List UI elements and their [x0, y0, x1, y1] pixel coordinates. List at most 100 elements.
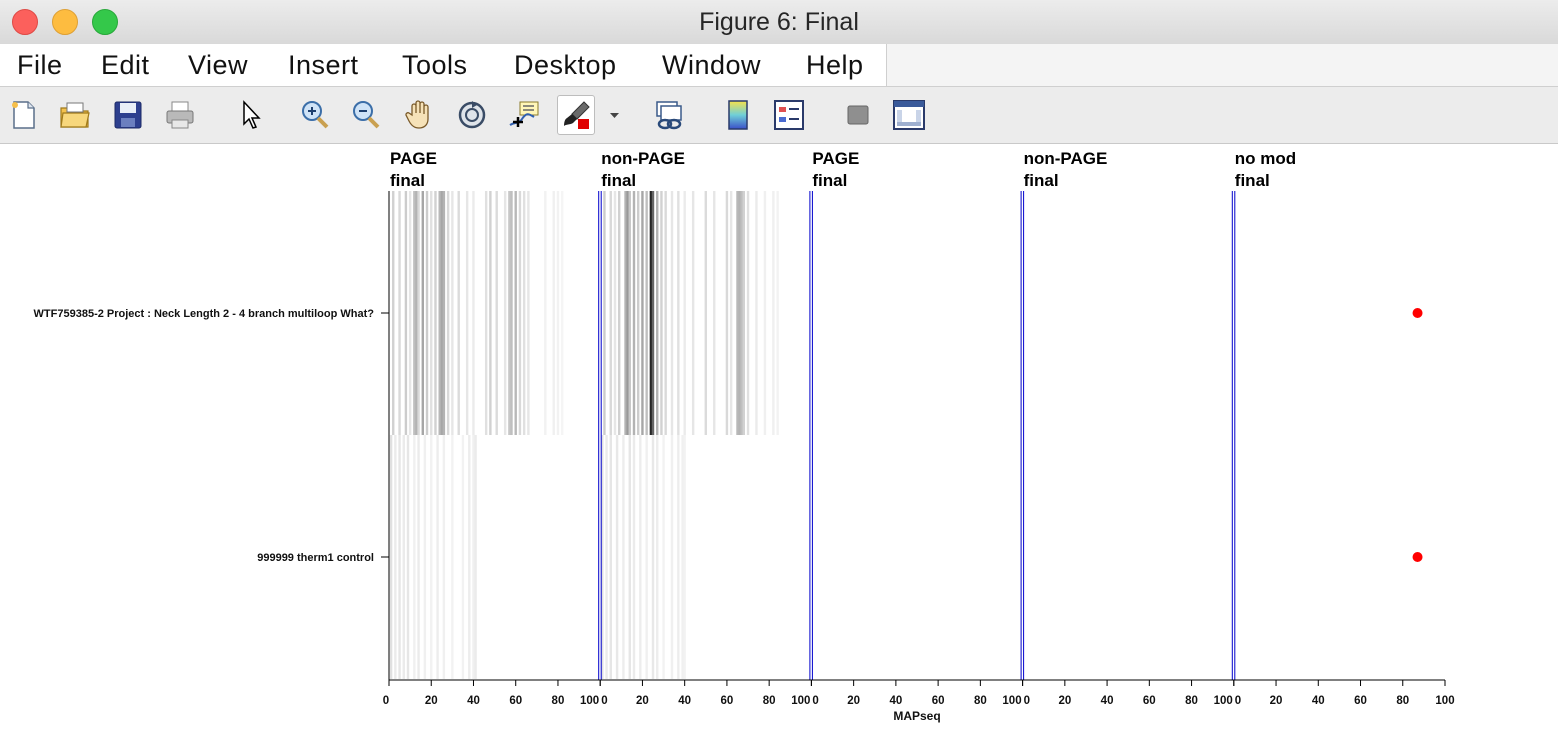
heatmap-band: [776, 191, 779, 435]
heatmap-band: [637, 191, 640, 435]
pointer-icon[interactable]: [236, 99, 268, 131]
legend-icon[interactable]: [773, 99, 805, 131]
colorbar-icon[interactable]: [722, 99, 754, 131]
x-tick-label: 80: [1396, 695, 1409, 707]
x-tick-label: 80: [552, 695, 565, 707]
heatmap-band: [442, 435, 446, 679]
heatmap-band: [430, 191, 433, 435]
heatmap-band: [772, 191, 775, 435]
heatmap-band: [461, 435, 465, 679]
pan-hand-icon[interactable]: [404, 99, 436, 131]
heatmap-band: [664, 191, 667, 435]
x-tick-label: 100: [1002, 695, 1021, 707]
x-tick-label: 20: [425, 695, 438, 707]
heatmap-band: [398, 435, 401, 679]
heatmap-band: [451, 435, 454, 679]
heatmap-band: [691, 191, 695, 435]
save-icon[interactable]: [112, 99, 144, 131]
heatmap-band: [645, 435, 648, 679]
link-plot-icon[interactable]: [653, 99, 685, 131]
heatmap-band: [755, 191, 758, 435]
heatmap-band: [544, 191, 547, 435]
x-tick-label: 80: [1185, 695, 1198, 707]
heatmap-band: [472, 435, 475, 679]
menu-edit[interactable]: Edit: [101, 50, 150, 80]
x-tick-label: 0: [601, 695, 607, 707]
heatmap-band: [417, 435, 420, 679]
panel-title: no mod: [1235, 149, 1296, 168]
menu-file[interactable]: File: [17, 50, 63, 80]
heatmap-band: [413, 435, 416, 679]
heatmap-band: [415, 191, 418, 435]
heatmap-band: [484, 191, 488, 435]
heatmap-band: [670, 191, 674, 435]
heatmap-band: [421, 191, 424, 435]
heatmap-band: [609, 435, 612, 679]
heatmap-band: [474, 435, 477, 679]
heatmap-band: [632, 191, 636, 435]
heatmap-band: [522, 191, 526, 435]
heatmap-band: [442, 191, 446, 435]
heatmap-band: [457, 191, 460, 435]
window-title-bar[interactable]: Figure 6: Final: [0, 0, 1558, 45]
heatmap-band: [704, 191, 707, 435]
heatmap-band: [618, 191, 621, 435]
panel-title: final: [601, 171, 636, 190]
heatmap-band: [736, 191, 739, 435]
menu-view[interactable]: View: [188, 50, 249, 80]
print-icon[interactable]: [164, 99, 196, 131]
menu-insert[interactable]: Insert: [288, 50, 359, 80]
brush-icon[interactable]: [557, 95, 595, 135]
panel-title: final: [390, 171, 425, 190]
heatmap-plot[interactable]: PAGE final non-PAGE final PAGE final non-PAGE f…: [0, 144, 1558, 732]
brush-dropdown-chevron-icon[interactable]: [605, 99, 623, 131]
x-tick-label: 20: [636, 695, 649, 707]
menu-desktop[interactable]: Desktop: [514, 50, 617, 80]
heatmap-band: [713, 191, 716, 435]
menu-help[interactable]: Help: [806, 50, 864, 80]
heatmap-band: [632, 435, 636, 679]
open-file-icon[interactable]: [59, 99, 91, 131]
heatmap-band: [729, 191, 733, 435]
panel-title: final: [812, 171, 847, 190]
figure-canvas[interactable]: PAGE final non-PAGE final PAGE final non-PAGE f…: [0, 144, 1558, 732]
heatmap-band: [472, 191, 475, 435]
heatmap-band: [649, 191, 653, 435]
zoom-out-icon[interactable]: [350, 99, 382, 131]
zoom-in-icon[interactable]: [299, 99, 331, 131]
maximize-window-button[interactable]: [92, 9, 118, 35]
new-figure-icon[interactable]: [8, 99, 40, 131]
x-tick-label: 60: [721, 695, 734, 707]
heatmap-band: [508, 191, 511, 435]
close-window-button[interactable]: [12, 9, 38, 35]
heatmap-band: [451, 191, 454, 435]
x-tick-label: 0: [383, 695, 389, 707]
heatmap-band: [518, 191, 522, 435]
show-plot-tools-icon[interactable]: [893, 99, 925, 131]
x-tick-label: 100: [1214, 695, 1233, 707]
hide-plot-tools-icon[interactable]: [842, 99, 874, 131]
heatmap-band: [417, 191, 420, 435]
heatmap-band: [651, 191, 655, 435]
panel-title: final: [1024, 171, 1059, 190]
panel-title: PAGE: [390, 149, 437, 168]
data-cursor-icon[interactable]: [508, 99, 540, 131]
heatmap-band: [495, 191, 498, 435]
x-tick-label: 100: [791, 695, 810, 707]
heatmap-band: [402, 435, 405, 679]
heatmap-band: [601, 435, 604, 679]
figure-toolbar: [0, 87, 1558, 144]
menu-tools[interactable]: Tools: [402, 50, 468, 80]
panel-title: PAGE: [812, 149, 859, 168]
rotate-3d-icon[interactable]: [456, 99, 488, 131]
heatmap-band: [641, 191, 644, 435]
heatmap-band: [514, 191, 517, 435]
heatmap-band: [660, 191, 663, 435]
x-tick-label: 0: [812, 695, 818, 707]
heatmap-band: [440, 191, 443, 435]
minimize-window-button[interactable]: [52, 9, 78, 35]
panel-title: non-PAGE: [1024, 149, 1108, 168]
x-tick-label: 20: [1270, 695, 1283, 707]
heatmap-band: [560, 191, 564, 435]
menu-window[interactable]: Window: [662, 50, 762, 80]
